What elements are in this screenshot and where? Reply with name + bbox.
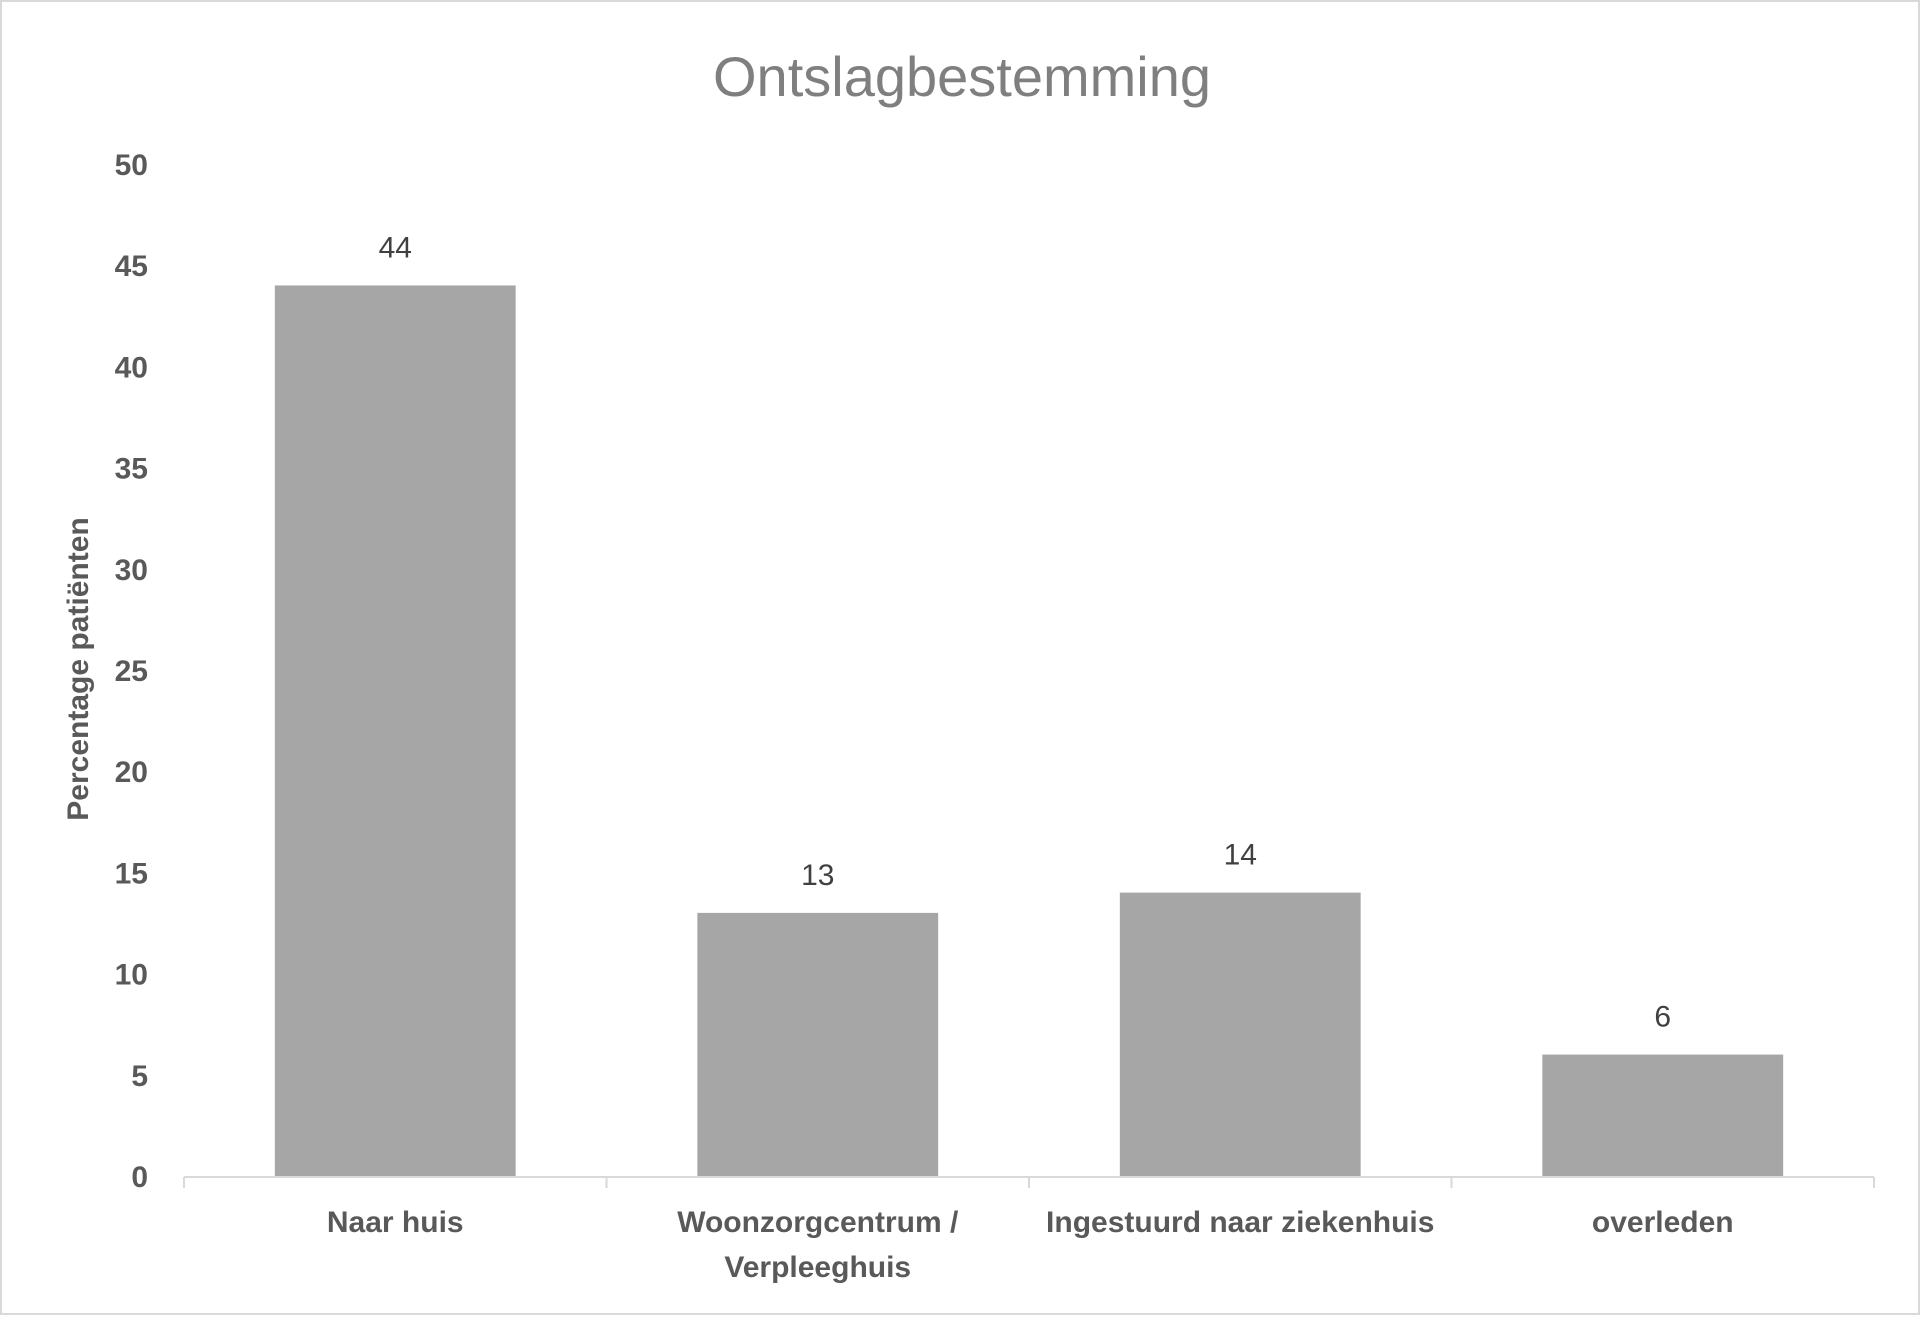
x-category-label: Ingestuurd naar ziekenhuis [1046, 1206, 1434, 1239]
data-label: 44 [379, 231, 412, 264]
bar [1119, 892, 1361, 1176]
x-category-label: Verpleeghuis [724, 1251, 911, 1284]
data-label: 13 [801, 859, 834, 892]
x-category-label: Naar huis [327, 1206, 464, 1239]
data-label: 14 [1224, 839, 1257, 872]
x-axis-categories: Naar huis Woonzorgcentrum / Verpleeghuis In… [327, 1206, 1734, 1284]
y-tick-label: 20 [115, 756, 148, 789]
y-tick-label: 10 [115, 959, 148, 992]
y-tick-label: 30 [115, 554, 148, 587]
y-tick-label: 15 [115, 857, 148, 890]
y-tick-label: 25 [115, 655, 148, 688]
y-tick-label: 40 [115, 351, 148, 384]
data-labels: 44 13 14 6 [379, 231, 1672, 1033]
y-tick-label: 0 [131, 1161, 148, 1194]
bar [274, 285, 516, 1176]
data-label: 6 [1654, 1001, 1671, 1034]
y-tick-label: 35 [115, 453, 148, 486]
y-axis-label: Percentage patiënten [62, 517, 95, 820]
chart-title: Ontslagbestemming [713, 45, 1211, 108]
x-category-label: Woonzorgcentrum / [677, 1206, 959, 1239]
bar [1542, 1054, 1784, 1176]
y-tick-label: 5 [131, 1060, 148, 1093]
bars [274, 285, 1784, 1176]
bar [697, 912, 939, 1176]
y-tick-label: 50 [115, 149, 148, 182]
x-category-label: overleden [1592, 1206, 1734, 1239]
x-axis [183, 1176, 1875, 1188]
y-axis-ticks: 0 5 10 15 20 25 30 35 40 45 50 [115, 149, 148, 1194]
y-tick-label: 45 [115, 250, 148, 283]
